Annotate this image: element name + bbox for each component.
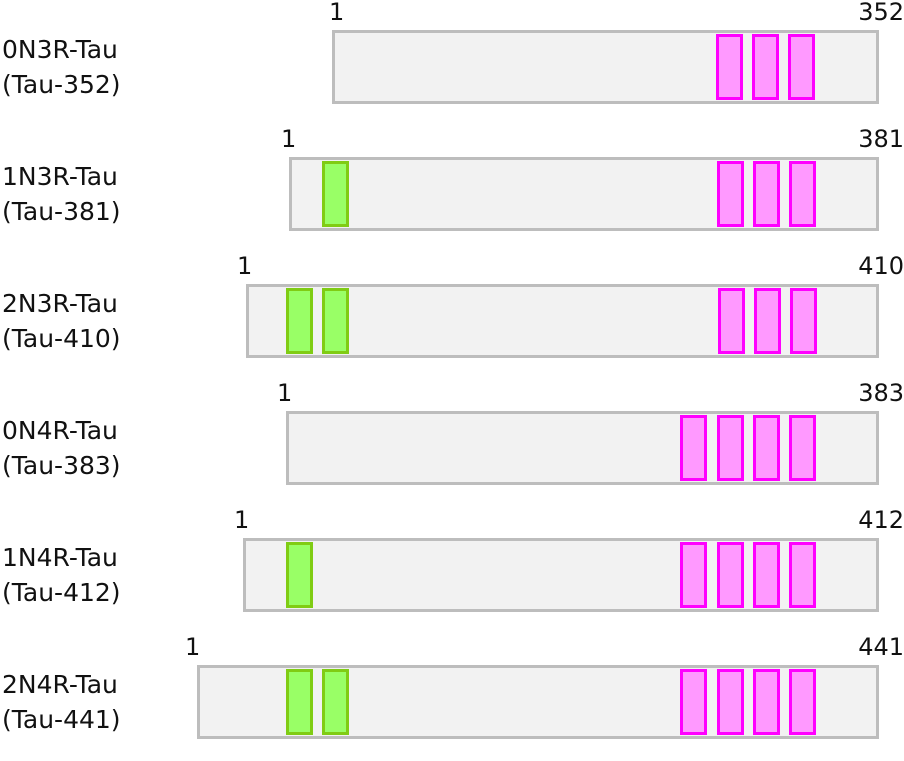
repeat-domain-r1	[680, 415, 707, 481]
n-insert-n1	[322, 161, 349, 227]
isoform-alias: (Tau-352)	[2, 70, 121, 99]
repeat-domain-r4	[789, 161, 816, 227]
isoform-row-1n4r: 1N4R-Tau (Tau-412) 1 412	[0, 508, 904, 634]
repeat-domain-r1	[680, 542, 707, 608]
end-residue-label: 352	[858, 0, 904, 26]
end-residue-label: 412	[858, 506, 904, 534]
protein-bar	[289, 157, 879, 231]
isoform-alias: (Tau-410)	[2, 324, 121, 353]
isoform-name: 0N3R-Tau	[2, 35, 118, 64]
start-residue-label: 1	[277, 379, 293, 407]
isoform-name: 0N4R-Tau	[2, 416, 118, 445]
isoform-alias: (Tau-381)	[2, 197, 121, 226]
repeat-domain-r1	[680, 669, 707, 735]
isoform-row-0n3r: 0N3R-Tau (Tau-352) 1 352	[0, 0, 904, 126]
repeat-domain-r4	[789, 669, 816, 735]
end-residue-label: 383	[858, 379, 904, 407]
repeat-domain-r4	[789, 415, 816, 481]
isoform-alias: (Tau-412)	[2, 578, 121, 607]
repeat-domain-r3	[752, 34, 779, 100]
repeat-domain-r3	[753, 415, 780, 481]
repeat-domain-r1	[716, 34, 743, 100]
end-residue-label: 410	[858, 252, 904, 280]
protein-bar	[243, 538, 879, 612]
repeat-domain-r3	[753, 669, 780, 735]
repeat-domain-r3	[753, 542, 780, 608]
repeat-domain-r3	[754, 288, 781, 354]
n-insert-n2	[322, 669, 349, 735]
isoform-row-2n4r: 2N4R-Tau (Tau-441) 1 441	[0, 635, 904, 761]
repeat-domain-r1	[718, 288, 745, 354]
n-insert-n1	[286, 669, 313, 735]
repeat-domain-r2	[717, 669, 744, 735]
n-insert-n1	[286, 288, 313, 354]
protein-bar	[332, 30, 879, 104]
isoform-name: 1N3R-Tau	[2, 162, 118, 191]
protein-bar	[286, 411, 879, 485]
n-insert-n1	[286, 542, 313, 608]
isoform-alias: (Tau-383)	[2, 451, 121, 480]
isoform-alias: (Tau-441)	[2, 705, 121, 734]
repeat-domain-r4	[788, 34, 815, 100]
end-residue-label: 381	[858, 125, 904, 153]
repeat-domain-r4	[789, 542, 816, 608]
repeat-domain-r3	[753, 161, 780, 227]
n-insert-n2	[322, 288, 349, 354]
start-residue-label: 1	[281, 125, 297, 153]
repeat-domain-r2	[717, 542, 744, 608]
isoform-name: 1N4R-Tau	[2, 543, 118, 572]
start-residue-label: 1	[185, 633, 201, 661]
end-residue-label: 441	[858, 633, 904, 661]
repeat-domain-r4	[790, 288, 817, 354]
repeat-domain-r2	[717, 415, 744, 481]
isoform-name: 2N3R-Tau	[2, 289, 118, 318]
start-residue-label: 1	[237, 252, 253, 280]
isoform-row-0n4r: 0N4R-Tau (Tau-383) 1 383	[0, 381, 904, 507]
repeat-domain-r1	[717, 161, 744, 227]
isoform-row-2n3r: 2N3R-Tau (Tau-410) 1 410	[0, 254, 904, 380]
isoform-name: 2N4R-Tau	[2, 670, 118, 699]
start-residue-label: 1	[329, 0, 345, 26]
start-residue-label: 1	[234, 506, 250, 534]
protein-bar	[197, 665, 879, 739]
isoform-row-1n3r: 1N3R-Tau (Tau-381) 1 381	[0, 127, 904, 253]
protein-bar	[246, 284, 879, 358]
